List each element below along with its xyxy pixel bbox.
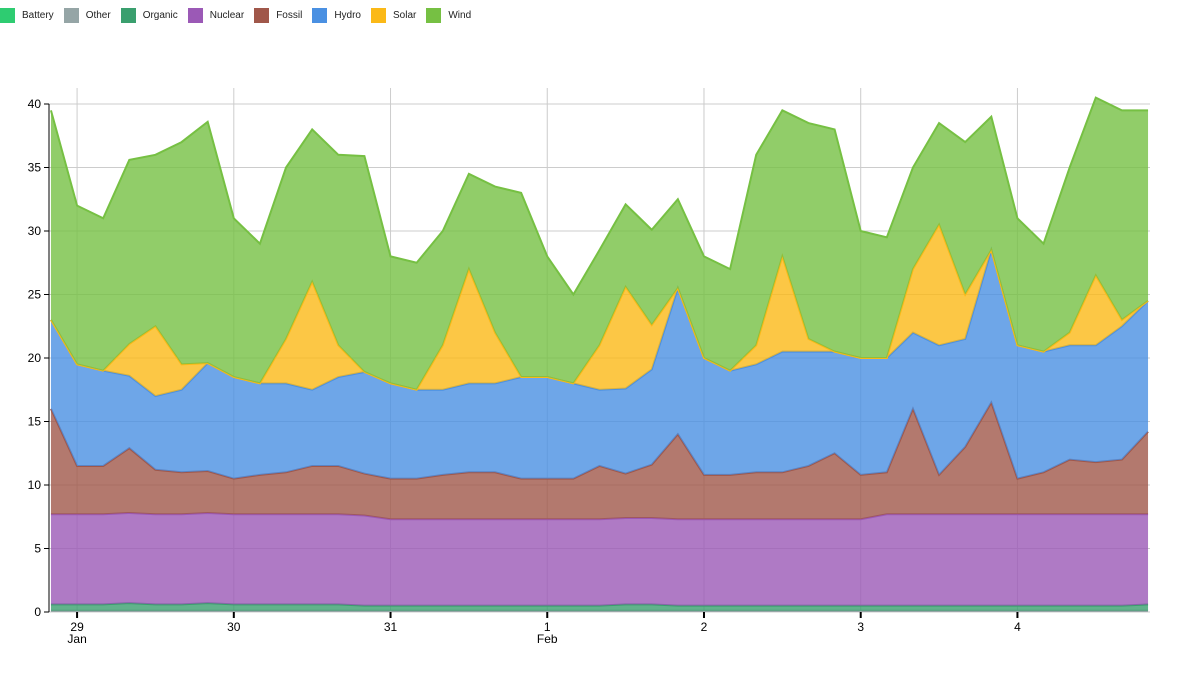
y-tick-label: 30 [28,224,42,238]
area-nuclear [50,512,1149,606]
x-tick-label: 4 [1014,620,1021,634]
legend-item-hydro[interactable]: Hydro [312,8,361,23]
legend-swatch [312,8,328,23]
y-tick-label: 15 [28,415,42,429]
legend-label: Hydro [334,10,361,21]
x-tick-label: 31 [384,620,398,634]
legend-item-fossil[interactable]: Fossil [254,8,302,23]
x-tick-label: 3 [857,620,864,634]
legend-swatch [0,8,15,23]
x-tick-label: 30 [227,620,241,634]
y-tick-label: 25 [28,288,42,302]
x-tick-sublabel: Jan [67,632,86,646]
legend-swatch [63,8,79,23]
y-tick-label: 35 [28,161,42,175]
legend-label: Nuclear [209,10,245,21]
legend-label: Solar [393,10,417,21]
legend-swatch [426,8,442,23]
y-tick-label: 5 [34,542,41,556]
legend-label: Other [85,10,111,21]
area-solar [50,224,1149,397]
legend-item-nuclear[interactable]: Nuclear [187,8,245,23]
area-hydro [50,250,1149,479]
legend: Battery Other Organic Nuclear Fossil Hydro Sol… [0,8,481,23]
legend-label: Battery [22,10,54,21]
legend-label: Organic [142,10,178,21]
legend-swatch [187,8,203,23]
area-fossil [50,402,1149,520]
legend-item-solar[interactable]: Solar [371,8,416,23]
y-tick-label: 10 [28,478,42,492]
x-tick-label: 1 [544,620,551,634]
legend-item-battery[interactable]: Battery [0,8,54,23]
legend-swatch [120,8,136,23]
legend-item-other[interactable]: Other [63,8,111,23]
legend-item-organic[interactable]: Organic [120,8,178,23]
x-tick-label: 2 [701,620,708,634]
legend-item-wind[interactable]: Wind [426,8,471,23]
y-tick-label: 40 [28,97,42,111]
x-tick-sublabel: Feb [537,632,558,646]
areas [49,96,1149,612]
area-wind [50,97,1149,390]
line-wind [49,96,1149,297]
legend-label: Wind [448,10,472,21]
legend-label: Fossil [276,10,303,21]
y-tick-label: 0 [34,605,41,619]
y-tick-label: 20 [28,351,42,365]
legend-swatch [371,8,386,23]
x-tick-label: 29 [70,620,84,634]
legend-swatch [254,8,270,23]
